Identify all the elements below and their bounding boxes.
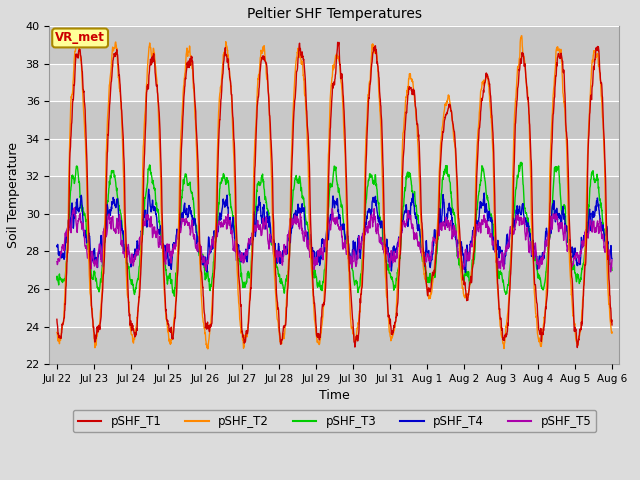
pSHF_T3 <box>208 277 216 283</box>
pSHF_T4 <box>608 256 616 262</box>
pSHF_T2 <box>363 122 371 128</box>
pSHF_T5 <box>208 237 216 242</box>
Bar <box>49 139 620 176</box>
pSHF_T4 <box>559 211 567 216</box>
pSHF_T1 <box>334 39 342 45</box>
Bar <box>49 64 620 101</box>
Line: pSHF_T1: pSHF_T1 <box>57 42 612 348</box>
pSHF_T1 <box>53 316 61 322</box>
pSHF_T3 <box>170 293 178 299</box>
Bar <box>49 101 620 139</box>
pSHF_T3 <box>608 267 616 273</box>
pSHF_T2 <box>559 94 567 100</box>
pSHF_T2 <box>518 33 525 38</box>
Bar <box>49 326 620 364</box>
pSHF_T3 <box>559 205 567 211</box>
pSHF_T1 <box>496 312 504 318</box>
pSHF_T4 <box>145 186 152 192</box>
pSHF_T3 <box>53 277 61 283</box>
Title: Peltier SHF Temperatures: Peltier SHF Temperatures <box>247 7 422 21</box>
pSHF_T3 <box>575 276 582 282</box>
Line: pSHF_T5: pSHF_T5 <box>57 208 612 272</box>
pSHF_T2 <box>204 346 212 352</box>
pSHF_T4 <box>461 269 469 275</box>
pSHF_T3 <box>496 269 504 275</box>
pSHF_T1 <box>559 69 567 75</box>
pSHF_T5 <box>363 224 371 229</box>
pSHF_T4 <box>53 243 61 249</box>
pSHF_T2 <box>208 303 216 309</box>
pSHF_T2 <box>575 334 582 339</box>
pSHF_T1 <box>575 337 582 343</box>
pSHF_T1 <box>573 345 581 350</box>
pSHF_T5 <box>70 205 78 211</box>
pSHF_T4 <box>496 249 504 255</box>
pSHF_T3 <box>517 159 525 165</box>
pSHF_T5 <box>575 255 582 261</box>
pSHF_T2 <box>496 320 504 325</box>
Bar <box>49 176 620 214</box>
Text: VR_met: VR_met <box>55 32 105 45</box>
Line: pSHF_T3: pSHF_T3 <box>57 162 612 296</box>
pSHF_T5 <box>351 252 358 257</box>
Bar <box>49 252 620 289</box>
pSHF_T2 <box>53 330 61 336</box>
pSHF_T4 <box>351 243 358 249</box>
pSHF_T1 <box>208 321 216 327</box>
X-axis label: Time: Time <box>319 389 350 402</box>
Legend: pSHF_T1, pSHF_T2, pSHF_T3, pSHF_T4, pSHF_T5: pSHF_T1, pSHF_T2, pSHF_T3, pSHF_T4, pSHF… <box>73 410 596 432</box>
pSHF_T1 <box>608 322 616 328</box>
pSHF_T3 <box>351 282 358 288</box>
pSHF_T5 <box>496 259 504 264</box>
pSHF_T4 <box>363 215 371 220</box>
pSHF_T3 <box>363 192 371 197</box>
Line: pSHF_T2: pSHF_T2 <box>57 36 612 349</box>
Bar <box>49 214 620 252</box>
pSHF_T4 <box>575 253 582 259</box>
pSHF_T1 <box>351 340 358 346</box>
pSHF_T4 <box>208 243 216 249</box>
pSHF_T5 <box>559 231 567 237</box>
Bar <box>49 289 620 326</box>
pSHF_T5 <box>53 259 61 264</box>
pSHF_T5 <box>607 269 614 275</box>
Bar <box>49 26 620 64</box>
pSHF_T2 <box>608 330 616 336</box>
Line: pSHF_T4: pSHF_T4 <box>57 189 612 272</box>
pSHF_T5 <box>608 257 616 263</box>
Y-axis label: Soil Temperature: Soil Temperature <box>7 142 20 248</box>
pSHF_T2 <box>351 340 358 346</box>
pSHF_T1 <box>363 142 371 147</box>
